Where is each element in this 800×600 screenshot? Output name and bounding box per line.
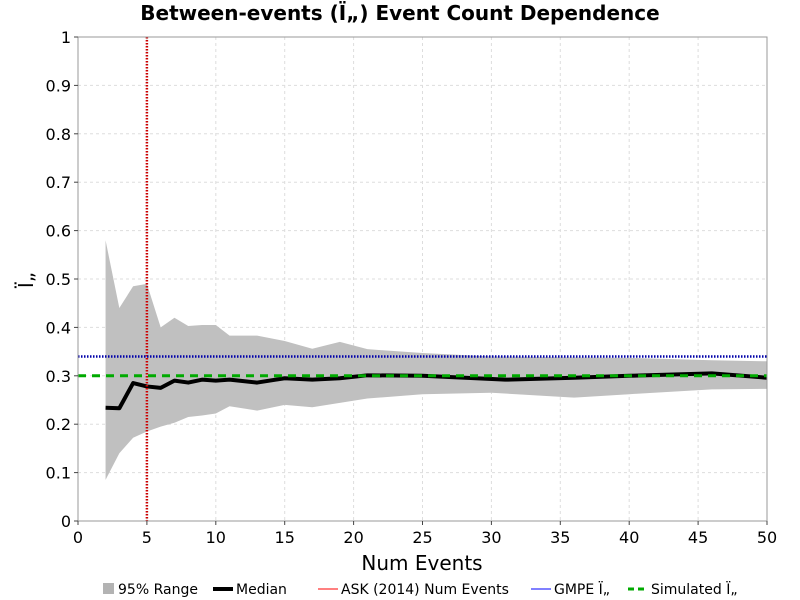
y-axis-ticks: 0 0.1 0.2 0.3 0.4 0.5 0.6 0.7 0.8 0.9 1 (46, 28, 78, 531)
legend-swatch (103, 583, 114, 594)
y-tick-label: 0.8 (46, 125, 71, 144)
y-tick-label: 0.2 (46, 415, 71, 434)
y-tick-label: 0 (61, 512, 71, 531)
y-tick-label: 0.9 (46, 76, 71, 95)
legend-label: 95% Range (118, 582, 198, 598)
legend-item: ASK (2014) Num Events (318, 582, 509, 598)
x-axis-label: Num Events (361, 551, 482, 575)
legend-item: 95% Range (103, 582, 198, 598)
range-band-group (105, 240, 767, 480)
y-tick-label: 0.6 (46, 222, 71, 241)
x-tick-label: 50 (757, 528, 777, 547)
reference-lines-group (78, 37, 767, 521)
legend: 95% Range Median ASK (2014) Num Events GMPE… (103, 580, 738, 598)
y-tick-label: 0.1 (46, 464, 71, 483)
y-axis-label: Ï„ (14, 272, 38, 288)
y-tick-label: 0.7 (46, 173, 71, 192)
legend-item: Median (213, 582, 287, 598)
median-line (105, 371, 768, 411)
y-tick-label: 0.3 (46, 367, 71, 386)
x-tick-label: 20 (343, 528, 363, 547)
legend-label: Simulated Ï„ (651, 580, 738, 598)
y-tick-label: 0.4 (46, 318, 71, 337)
series-group (105, 371, 768, 411)
x-tick-label: 25 (412, 528, 432, 547)
x-tick-label: 35 (550, 528, 570, 547)
legend-item: GMPE Ï„ (531, 580, 610, 598)
x-tick-label: 10 (206, 528, 226, 547)
x-axis-ticks: 0 5 10 15 20 25 30 35 40 45 50 (73, 521, 777, 547)
y-tick-label: 0.5 (46, 270, 71, 289)
x-tick-label: 45 (688, 528, 708, 547)
x-tick-label: 30 (481, 528, 501, 547)
legend-item: Simulated Ï„ (628, 580, 738, 598)
legend-label: GMPE Ï„ (554, 580, 610, 598)
y-tick-label: 1 (61, 28, 71, 47)
x-tick-label: 5 (142, 528, 152, 547)
x-tick-label: 40 (619, 528, 639, 547)
legend-label: ASK (2014) Num Events (341, 582, 509, 598)
x-tick-label: 15 (275, 528, 295, 547)
legend-label: Median (236, 582, 287, 598)
chart-title: Between-events (Ï„) Event Count Dependen… (140, 1, 659, 25)
x-tick-label: 0 (73, 528, 83, 547)
range-band (105, 240, 767, 480)
